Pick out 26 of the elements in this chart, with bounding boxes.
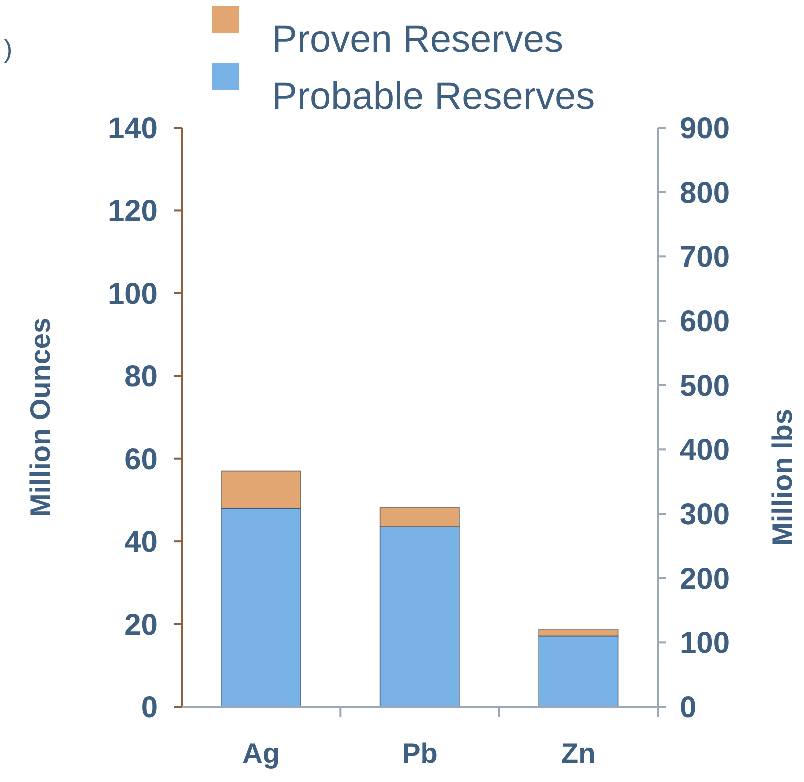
y2-tick-label: 100 <box>680 627 730 660</box>
y-tick-label: 120 <box>108 195 158 228</box>
y2-tick-label: 400 <box>680 434 730 468</box>
y2-tick-label: 500 <box>680 370 730 403</box>
x-tick-label: Zn <box>562 738 596 769</box>
y2-tick-label: 800 <box>680 176 730 210</box>
x-tick-label: Ag <box>242 738 280 769</box>
y2-axis-title: Million lbs <box>767 409 798 546</box>
y-tick-label: 80 <box>124 360 158 394</box>
y-tick-label: 60 <box>124 443 158 476</box>
y-tick-label: 40 <box>124 526 158 560</box>
legend-label: Proven Reserves <box>272 19 564 61</box>
text: ) <box>4 34 13 64</box>
y-tick-label: 140 <box>108 112 158 146</box>
y2-tick-label: 200 <box>680 562 730 596</box>
y-tick-label: 20 <box>124 608 158 642</box>
y2-tick-label: 900 <box>680 112 730 146</box>
y2-tick-label: 700 <box>680 241 730 274</box>
y-tick-label: 0 <box>141 692 158 724</box>
x-tick-label: Pb <box>402 738 438 769</box>
legend-label: Probable Reserves <box>272 76 596 118</box>
y2-tick-label: 0 <box>680 692 697 724</box>
y2-tick-label: 300 <box>680 498 730 532</box>
y-axis-title: Million Ounces <box>25 318 56 518</box>
y2-tick-label: 600 <box>680 306 730 338</box>
y-tick-label: 100 <box>108 278 158 311</box>
